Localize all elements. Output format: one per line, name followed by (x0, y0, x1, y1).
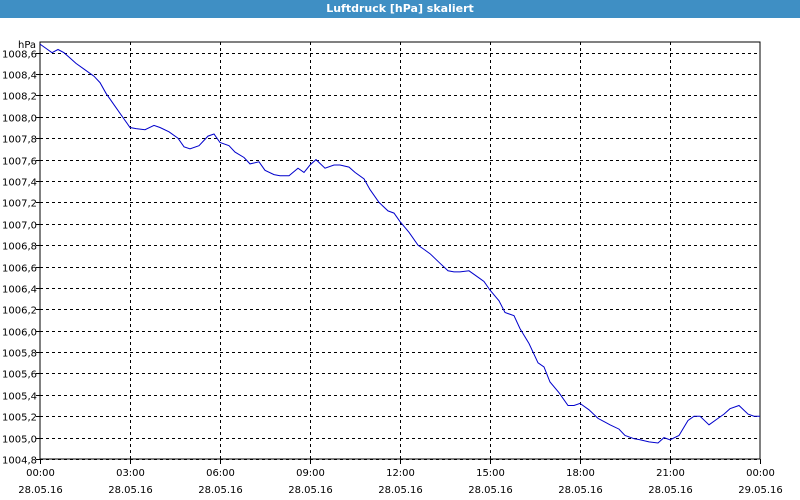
x-axis-ticks: 00:00 28.05.16 03:00 28.05.16 06:00 28.05.16 0… (18, 459, 783, 496)
y-tick-label: 1008,4 (2, 71, 37, 82)
y-axis-ticks: 1004,8 1005,0 1005,2 1005,4 1005,6 1005,8 1006… (2, 50, 40, 467)
x-tick-time-label: 12:00 (386, 468, 415, 479)
x-tick-time-label: 18:00 (566, 468, 595, 479)
x-tick-time-label: 09:00 (296, 468, 325, 479)
plot-area (39, 41, 761, 460)
x-tick-date-label: 28.05.16 (108, 485, 153, 496)
y-tick-label: 1004,8 (2, 456, 37, 467)
y-tick-label: 1006,0 (2, 328, 37, 339)
y-tick-label: 1008,0 (2, 114, 37, 125)
y-tick-label: 1007,2 (2, 199, 37, 210)
x-tick-time-label: 21:00 (656, 468, 685, 479)
y-tick-label: 1007,4 (2, 178, 37, 189)
y-tick-label: 1005,6 (2, 370, 37, 381)
y-tick-label: 1006,4 (2, 285, 37, 296)
y-axis-label: hPa (18, 40, 36, 51)
x-tick-time-label: 06:00 (206, 468, 235, 479)
y-tick-label: 1007,6 (2, 157, 37, 168)
chart-title: Luftdruck [hPa] skaliert (0, 0, 800, 18)
x-tick-date-label: 28.05.16 (558, 485, 603, 496)
y-tick-label: 1006,8 (2, 242, 37, 253)
x-tick-date-label: 28.05.16 (468, 485, 513, 496)
x-tick-date-label: 28.05.16 (18, 485, 63, 496)
y-tick-label: 1005,8 (2, 349, 37, 360)
y-tick-label: 1005,2 (2, 413, 37, 424)
x-tick-date-label: 29.05.16 (738, 485, 783, 496)
series-line (39, 43, 760, 444)
chart-canvas: 1004,8 1005,0 1005,2 1005,4 1005,6 1005,8 1006… (2, 40, 783, 496)
y-tick-label: 1008,6 (2, 50, 37, 61)
x-tick-date-label: 28.05.16 (288, 485, 333, 496)
y-tick-label: 1006,2 (2, 306, 37, 317)
x-tick-date-label: 28.05.16 (648, 485, 693, 496)
x-tick-date-label: 28.05.16 (198, 485, 243, 496)
y-tick-label: 1008,2 (2, 92, 37, 103)
y-tick-label: 1006,6 (2, 264, 37, 275)
y-tick-label: 1005,0 (2, 435, 37, 446)
x-tick-time-label: 15:00 (476, 468, 505, 479)
y-tick-label: 1007,0 (2, 221, 37, 232)
x-tick-time-label: 03:00 (116, 468, 145, 479)
x-tick-time-label: 00:00 (746, 468, 775, 479)
x-tick-date-label: 28.05.16 (378, 485, 423, 496)
y-tick-label: 1007,8 (2, 135, 37, 146)
y-tick-label: 1005,4 (2, 392, 37, 403)
x-tick-time-label: 00:00 (26, 468, 55, 479)
